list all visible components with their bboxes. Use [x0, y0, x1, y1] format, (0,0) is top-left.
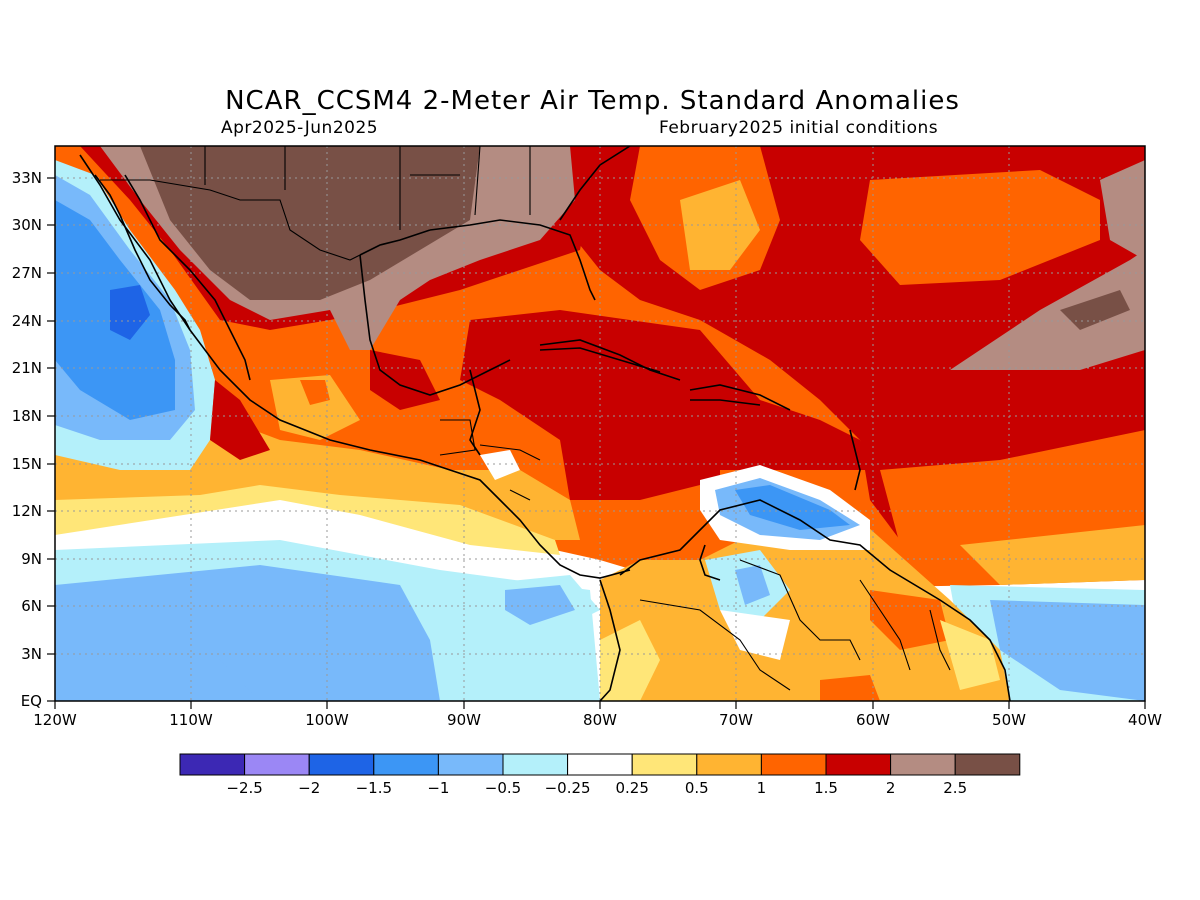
legend-swatch — [437, 753, 504, 776]
legend-label: 2 — [886, 779, 896, 797]
weak-warm-brazil-coast — [940, 620, 1000, 690]
warm-patch-mexico — [270, 375, 360, 440]
legend-swatch — [631, 753, 698, 776]
y-axis-labels: EQ 3N 6N 9N 12N 15N 18N 21N 24N 27N 30N … — [12, 169, 42, 710]
strong-warm-northeast — [1100, 160, 1145, 260]
legend-swatch — [502, 753, 569, 776]
x-tick-label: 70W — [719, 711, 753, 729]
warm-core-mexico — [300, 380, 330, 405]
y-tick-label: 3N — [21, 645, 42, 663]
cool-core-venezuela — [735, 565, 770, 605]
warm-core-pacific-coast — [210, 380, 270, 460]
y-tick-label: EQ — [21, 692, 42, 710]
tick-marks — [47, 177, 1146, 709]
legend-swatch — [954, 753, 1021, 776]
weak-warm-band — [55, 485, 560, 555]
legend-label: 0.5 — [685, 779, 709, 797]
legend-swatch — [179, 753, 246, 776]
x-tick-label: 80W — [583, 711, 617, 729]
x-tick-label: 60W — [856, 711, 890, 729]
y-tick-label: 33N — [12, 169, 42, 187]
legend-label: 1.5 — [814, 779, 838, 797]
cool-core-atlantic — [990, 600, 1145, 701]
legend-swatch — [567, 753, 633, 776]
x-axis-labels: 120W 110W 100W 90W 80W 70W 60W 50W 40W — [33, 711, 1162, 729]
y-tick-label: 30N — [12, 216, 42, 234]
warm-core-yucatan — [370, 350, 440, 410]
legend-label: −1.5 — [356, 779, 392, 797]
warm-weak-atlantic — [680, 180, 760, 270]
very-strong-warm-east — [1060, 290, 1130, 330]
warm-core-caribbean — [460, 310, 870, 500]
legend-swatch — [373, 753, 439, 776]
x-tick-label: 100W — [305, 711, 349, 729]
legend-label: 0.25 — [615, 779, 648, 797]
warm-patch-east — [860, 170, 1100, 285]
legend-swatch — [825, 753, 892, 776]
y-tick-label: 18N — [12, 407, 42, 425]
legend-label: 2.5 — [943, 779, 967, 797]
legend-label: −0.25 — [545, 779, 591, 797]
graticule — [55, 146, 1145, 701]
initial-conditions: February2025 initial conditions — [659, 118, 939, 138]
legend-swatch — [890, 753, 956, 776]
legend-label: −2 — [298, 779, 320, 797]
x-tick-label: 40W — [1128, 711, 1162, 729]
legend-swatch — [308, 753, 375, 776]
cool-region-baja-core — [110, 285, 150, 340]
coastlines — [79, 146, 1011, 701]
cool-core-caribbean-south — [735, 485, 850, 530]
x-tick-label: 110W — [169, 711, 213, 729]
legend-swatch — [244, 753, 310, 776]
y-tick-label: 6N — [21, 597, 42, 615]
legend-swatch — [760, 753, 827, 776]
strong-warm-east — [950, 250, 1145, 370]
y-tick-label: 12N — [12, 502, 42, 520]
legend-label: −1 — [427, 779, 449, 797]
warm-weak-tropical-atlantic — [960, 525, 1145, 585]
legend-label: 1 — [757, 779, 767, 797]
weak-warm-colombia — [600, 620, 660, 701]
cool-corner — [55, 650, 260, 701]
forecast-period: Apr2025-Jun2025 — [221, 118, 379, 138]
warm-core-guyana — [870, 590, 950, 650]
warm-core-brazil — [820, 675, 880, 701]
legend-label: −2.5 — [226, 779, 262, 797]
y-tick-label: 21N — [12, 359, 42, 377]
neutral-patch-venezuela — [720, 610, 790, 660]
x-tick-label: 120W — [33, 711, 77, 729]
legend-swatch — [696, 753, 762, 776]
cool-core-pacific — [505, 585, 575, 625]
legend-label: −0.5 — [485, 779, 521, 797]
very-strong-warm-north — [140, 146, 480, 300]
warm-core-caribbean-south — [580, 420, 720, 500]
anomaly-fields — [55, 146, 1145, 701]
warm-band-tropical-atlantic — [880, 430, 1145, 545]
y-tick-label: 24N — [12, 312, 42, 330]
political-borders — [100, 146, 951, 691]
x-tick-label: 50W — [992, 711, 1026, 729]
color-legend: −2.5 −2 −1.5 −1 −0.5 −0.25 0.25 0.5 1 1.5 2 2.5 — [179, 753, 1021, 797]
y-tick-label: 9N — [21, 550, 42, 568]
x-tick-label: 90W — [447, 711, 481, 729]
map-title: NCAR_CCSM4 2-Meter Air Temp. Standard An… — [225, 86, 960, 116]
y-tick-label: 15N — [12, 455, 42, 473]
y-tick-label: 27N — [12, 264, 42, 282]
neutral-patch-honduras — [480, 450, 520, 480]
